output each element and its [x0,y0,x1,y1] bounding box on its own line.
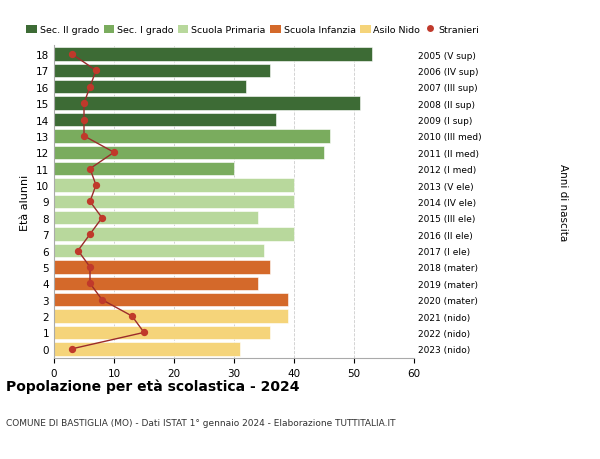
Point [97,215,107,222]
Point [127,313,137,320]
Bar [54,113,276,127]
Point [139,329,149,336]
Bar [54,326,270,339]
Point [85,84,95,91]
Point [109,149,119,157]
Bar [54,244,264,257]
Bar [54,179,294,192]
Point [67,345,77,353]
Bar [54,310,288,323]
Point [67,51,77,59]
Bar [54,212,258,225]
Bar [54,162,234,176]
Legend: Sec. II grado, Sec. I grado, Scuola Primaria, Scuola Infanzia, Asilo Nido, Stran: Sec. II grado, Sec. I grado, Scuola Prim… [26,26,479,35]
Point [91,182,101,189]
Bar [54,81,246,94]
Bar [54,130,330,143]
Bar [54,65,270,78]
Point [79,133,89,140]
Bar [54,228,294,241]
Point [85,166,95,173]
Point [85,263,95,271]
Bar [54,195,294,209]
Bar [54,293,288,307]
Point [85,198,95,206]
Point [85,280,95,287]
Bar [54,97,360,111]
Point [97,297,107,304]
Bar [54,48,372,62]
Bar [54,342,240,356]
Point [79,117,89,124]
Bar [54,277,258,291]
Text: COMUNE DI BASTIGLIA (MO) - Dati ISTAT 1° gennaio 2024 - Elaborazione TUTTITALIA.: COMUNE DI BASTIGLIA (MO) - Dati ISTAT 1°… [6,418,395,427]
Bar [54,261,270,274]
Y-axis label: Anni di nascita: Anni di nascita [558,163,568,241]
Point [91,67,101,75]
Y-axis label: Età alunni: Età alunni [20,174,31,230]
Point [85,231,95,238]
Text: Popolazione per età scolastica - 2024: Popolazione per età scolastica - 2024 [6,379,299,393]
Point [73,247,83,255]
Point [79,100,89,107]
Bar [54,146,324,160]
